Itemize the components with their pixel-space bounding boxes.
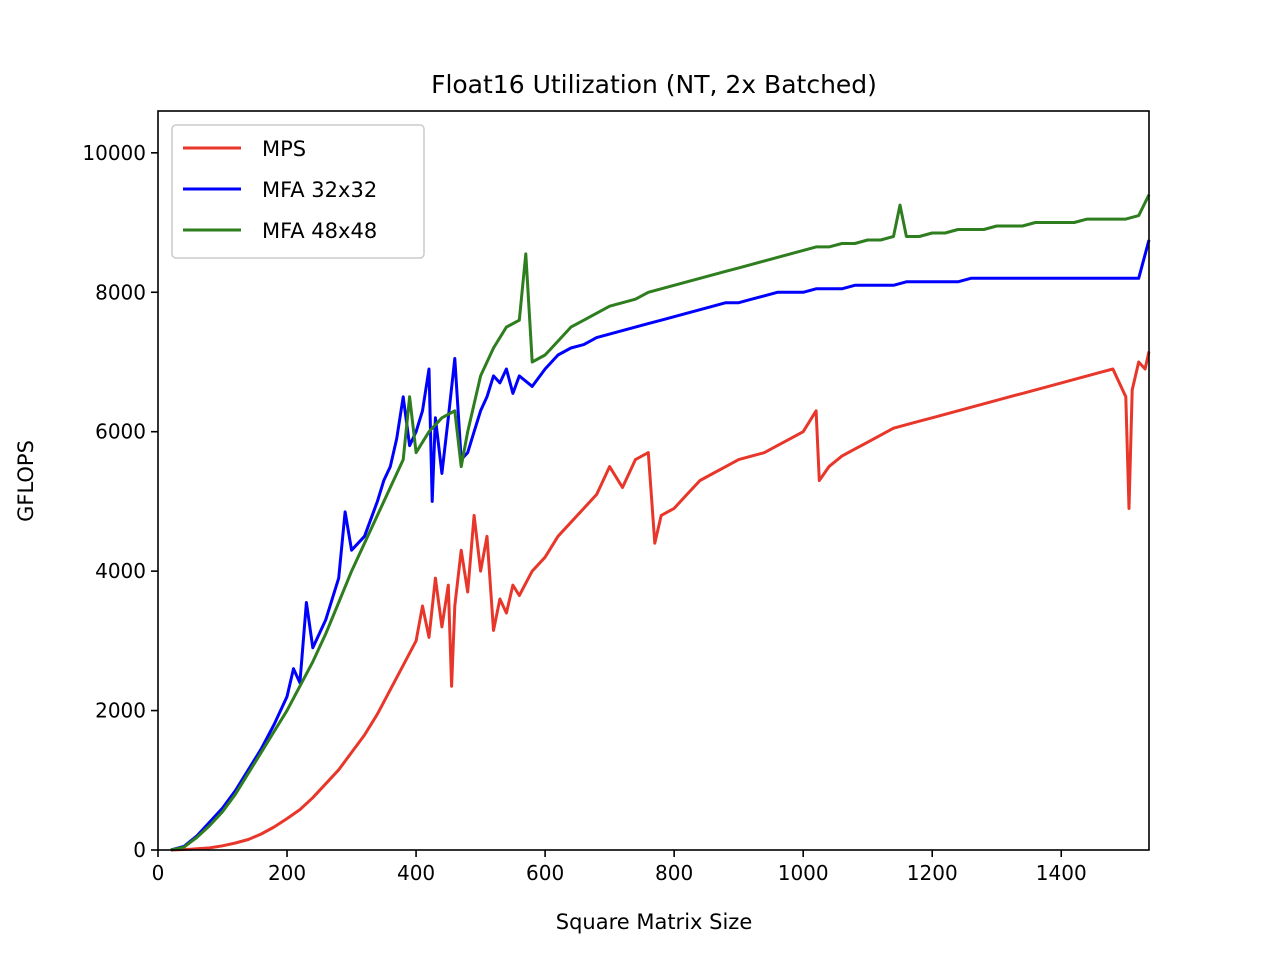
plot-area	[170, 194, 1151, 852]
chart-title: Float16 Utilization (NT, 2x Batched)	[431, 70, 877, 99]
x-tick-label: 0	[152, 861, 165, 885]
x-tick-label: 400	[397, 861, 435, 885]
x-tick-label: 1200	[907, 861, 958, 885]
series-line-2	[170, 239, 1151, 852]
y-axis: 0 2000 4000 6000 8000 10000	[82, 141, 158, 862]
y-tick-label: 2000	[95, 699, 146, 723]
y-axis-label: GFLOPS	[14, 440, 38, 522]
legend: MPS MFA 32x32 MFA 48x48	[171, 124, 425, 259]
x-axis: 0 200 400 600 800 1000 1200 1400	[152, 850, 1087, 885]
y-tick-label: 0	[133, 838, 146, 862]
y-tick-label: 4000	[95, 559, 146, 583]
y-tick-label: 8000	[95, 280, 146, 304]
x-tick-label: 800	[655, 861, 693, 885]
series-line-1	[170, 351, 1151, 852]
x-tick-label: 200	[268, 861, 306, 885]
legend-label-2: MFA 32x32	[262, 178, 377, 202]
x-tick-label: 1000	[778, 861, 829, 885]
x-tick-label: 1400	[1036, 861, 1087, 885]
y-tick-label: 6000	[95, 420, 146, 444]
legend-label-3: MFA 48x48	[262, 219, 377, 243]
legend-label-1: MPS	[262, 137, 306, 161]
series-line-3	[170, 194, 1151, 852]
legend-box	[171, 124, 425, 259]
x-axis-label: Square Matrix Size	[556, 910, 753, 934]
plot-frame	[157, 110, 1150, 851]
x-tick-label: 600	[526, 861, 564, 885]
y-tick-label: 10000	[82, 141, 146, 165]
